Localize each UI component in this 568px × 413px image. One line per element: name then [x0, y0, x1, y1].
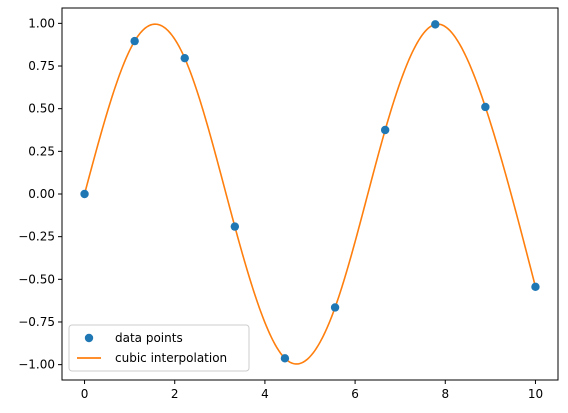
data-point [230, 222, 240, 231]
data-point [330, 303, 340, 312]
legend-label-cubic-interpolation: cubic interpolation [115, 351, 227, 365]
x-tick-label: 0 [81, 387, 89, 401]
y-tick-label: −0.50 [18, 272, 55, 286]
y-tick-label: 0.50 [28, 102, 55, 116]
x-tick-label: 6 [351, 387, 359, 401]
data-point [431, 20, 440, 29]
data-point [180, 53, 189, 63]
data-point [130, 36, 139, 46]
plot-area [80, 20, 540, 365]
x-tick-label: 10 [528, 387, 543, 401]
data-point [80, 189, 89, 199]
y-tick-label: 0.75 [28, 59, 55, 73]
legend: data points cubic interpolation [68, 324, 250, 372]
y-tick-label: 0.00 [28, 187, 55, 201]
legend-box [68, 324, 250, 372]
legend-marker-data-points [84, 333, 94, 343]
y-tick-label: 1.00 [28, 16, 55, 30]
y-tick-label: −0.25 [18, 230, 55, 244]
axes: 0 2 4 6 8 10 −1.00 −0.75 −0.50 −0.25 0.00 0.25 0.50 0… [18, 16, 543, 401]
data-point [280, 354, 290, 363]
interpolation-line [83, 23, 537, 365]
x-tick-label: 2 [171, 387, 179, 401]
y-tick-label: −0.75 [18, 315, 55, 329]
x-tick-label: 4 [261, 387, 269, 401]
data-point [481, 102, 490, 112]
legend-label-data-points: data points [115, 331, 183, 345]
data-point [531, 282, 540, 292]
y-tick-label: 0.25 [28, 144, 55, 158]
y-tick-label: −1.00 [18, 358, 55, 372]
x-tick-label: 8 [441, 387, 449, 401]
data-point [380, 125, 390, 135]
